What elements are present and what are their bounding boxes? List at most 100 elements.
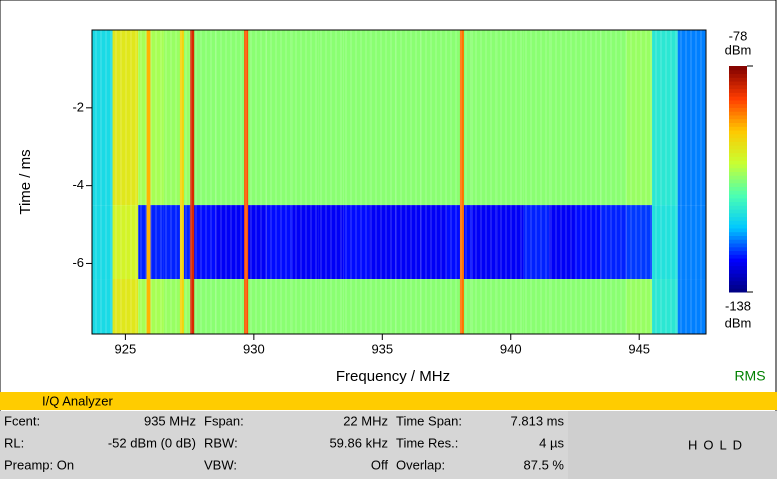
colorbar-swatch: [729, 246, 747, 252]
x-axis-label: Frequency / MHz: [336, 368, 450, 385]
colorbar-swatch: [729, 171, 747, 176]
colorbar-swatch: [729, 77, 747, 82]
colorbar-swatch: [729, 182, 747, 188]
colorbar-swatch: [729, 81, 747, 86]
y-tick-label: -2: [72, 99, 84, 114]
texture: [92, 30, 706, 334]
field-label: Time Res.:: [396, 435, 458, 450]
x-tick-label: 945: [628, 341, 650, 356]
field-label: VBW:: [204, 457, 237, 472]
colorbar-swatch: [729, 269, 747, 274]
colorbar-swatch: [729, 160, 747, 165]
colorbar-swatch: [729, 194, 747, 199]
field-label: Overlap:: [396, 457, 445, 472]
x-tick-label: 935: [371, 341, 393, 356]
status-box: [568, 411, 777, 479]
field-value: 22 MHz: [343, 413, 388, 428]
field-value: 4 µs: [539, 435, 564, 450]
colorbar-swatch: [729, 111, 747, 116]
field-label: Time Span:: [396, 413, 462, 428]
colorbar-swatch: [729, 145, 747, 150]
x-tick-label: 925: [115, 341, 137, 356]
colorbar-swatch: [729, 201, 747, 206]
colorbar-swatch: [729, 224, 747, 229]
colorbar-swatch: [729, 152, 747, 157]
field-value: 935 MHz: [144, 413, 196, 428]
colorbar-swatch: [729, 66, 747, 71]
cbar-bottom-label: -138: [725, 298, 751, 313]
colorbar-swatch: [729, 288, 747, 293]
colorbar-swatch: [729, 69, 747, 75]
colorbar-swatch: [729, 276, 747, 282]
colorbar-swatch: [729, 220, 747, 225]
field-label: RBW:: [204, 435, 238, 450]
colorbar-swatch: [729, 148, 747, 154]
colorbar-swatch: [729, 205, 747, 210]
colorbar-swatch: [729, 265, 747, 270]
field-value: -52 dBm (0 dB): [108, 435, 196, 450]
colorbar-swatch: [729, 216, 747, 221]
colorbar-swatch: [729, 118, 747, 123]
colorbar-swatch: [729, 126, 747, 131]
colorbar-swatch: [729, 88, 747, 93]
colorbar-swatch: [729, 212, 747, 218]
colorbar-swatch: [729, 243, 747, 248]
field-label: RL:: [4, 435, 24, 450]
colorbar-swatch: [729, 261, 747, 267]
colorbar-swatch: [729, 254, 747, 259]
plot-frame: [91, 29, 707, 335]
field-label: Preamp: On: [4, 457, 74, 472]
colorbar-swatch: [729, 137, 747, 142]
colorbar-swatch: [729, 122, 747, 127]
y-tick-label: -4: [72, 177, 84, 192]
field-label: Fcent:: [4, 413, 40, 428]
x-tick-label: 940: [500, 341, 522, 356]
colorbar-swatch: [729, 209, 747, 214]
y-axis-label: Time / ms: [17, 149, 34, 214]
x-tick-label: 930: [243, 341, 265, 356]
colorbar-swatch: [729, 231, 747, 236]
colorbar-swatch: [729, 273, 747, 278]
colorbar-swatch: [729, 84, 747, 90]
colorbar-swatch: [729, 163, 747, 169]
y-tick-label: -6: [72, 255, 84, 270]
field-label: Fspan:: [204, 413, 244, 428]
field-value: 7.813 ms: [511, 413, 565, 428]
colorbar-swatch: [729, 96, 747, 101]
colorbar-swatch: [729, 156, 747, 161]
colorbar-swatch: [729, 130, 747, 135]
field-value: Off: [371, 457, 388, 472]
detector: RMS: [734, 368, 765, 384]
cbar-top-label: -78: [729, 28, 748, 43]
colorbar-swatch: [729, 258, 747, 263]
field-value: 59.86 kHz: [329, 435, 388, 450]
colorbar-swatch: [729, 114, 747, 120]
status: HOLD: [688, 437, 748, 452]
colorbar-swatch: [729, 133, 747, 139]
colorbar-swatch: [729, 284, 747, 289]
colorbar-swatch: [729, 175, 747, 180]
field-value: 87.5 %: [524, 457, 565, 472]
panel-title: I/Q Analyzer: [42, 393, 113, 408]
colorbar-swatch: [729, 73, 747, 78]
colorbar-swatch: [729, 235, 747, 240]
colorbar-swatch: [729, 103, 747, 108]
colorbar-swatch: [729, 239, 747, 244]
colorbar-swatch: [729, 280, 747, 285]
title-bar: [0, 392, 777, 410]
colorbar-swatch: [729, 186, 747, 191]
colorbar-swatch: [729, 190, 747, 195]
colorbar-swatch: [729, 250, 747, 255]
colorbar-swatch: [729, 92, 747, 97]
colorbar-swatch: [729, 179, 747, 184]
cbar-unit: dBm: [725, 42, 752, 57]
colorbar-swatch: [729, 99, 747, 105]
colorbar-swatch: [729, 197, 747, 203]
colorbar-swatch: [729, 107, 747, 112]
colorbar-swatch: [729, 141, 747, 146]
colorbar-swatch: [729, 227, 747, 233]
cbar-unit: dBm: [725, 315, 752, 330]
colorbar-swatch: [729, 167, 747, 172]
